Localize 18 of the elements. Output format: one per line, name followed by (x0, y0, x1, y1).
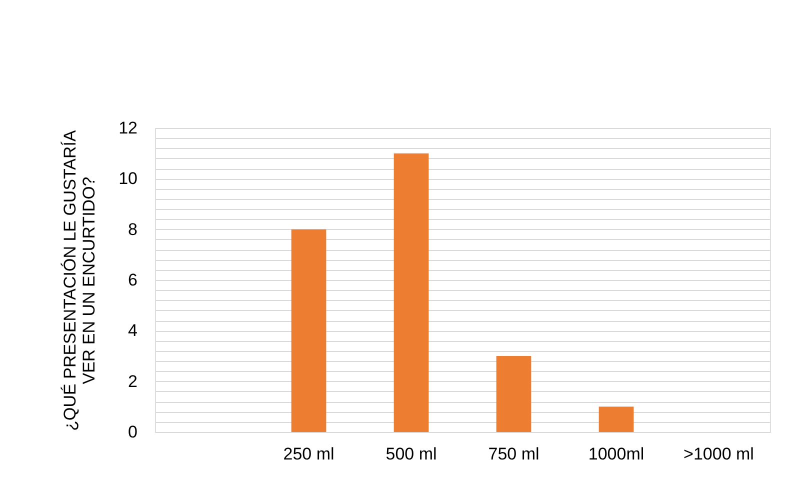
y-tick-label: 12 (118, 118, 138, 138)
y-tick-label: 8 (128, 220, 138, 239)
x-tick-label: 500 ml (386, 444, 437, 464)
y-tick-label: 2 (128, 372, 138, 391)
y-tick-label: 4 (128, 321, 138, 340)
x-tick-label: 750 ml (488, 444, 540, 464)
y-tick-label: 10 (118, 169, 138, 188)
bar (394, 153, 429, 432)
x-tick-label: >1000 ml (684, 444, 754, 464)
text: ¿QUÉ PRESENTACIÓN LE GUSTARÍA (60, 130, 80, 431)
y-tick-label: 6 (128, 270, 138, 290)
x-tick-label: 250 ml (283, 444, 334, 464)
x-tick-label: 1000ml (588, 444, 644, 464)
y-tick-label: 0 (128, 422, 138, 442)
text: VER EN UN ENCURTIDO? (80, 176, 99, 384)
bar (496, 356, 532, 432)
bar (291, 229, 326, 432)
bar (598, 406, 634, 432)
